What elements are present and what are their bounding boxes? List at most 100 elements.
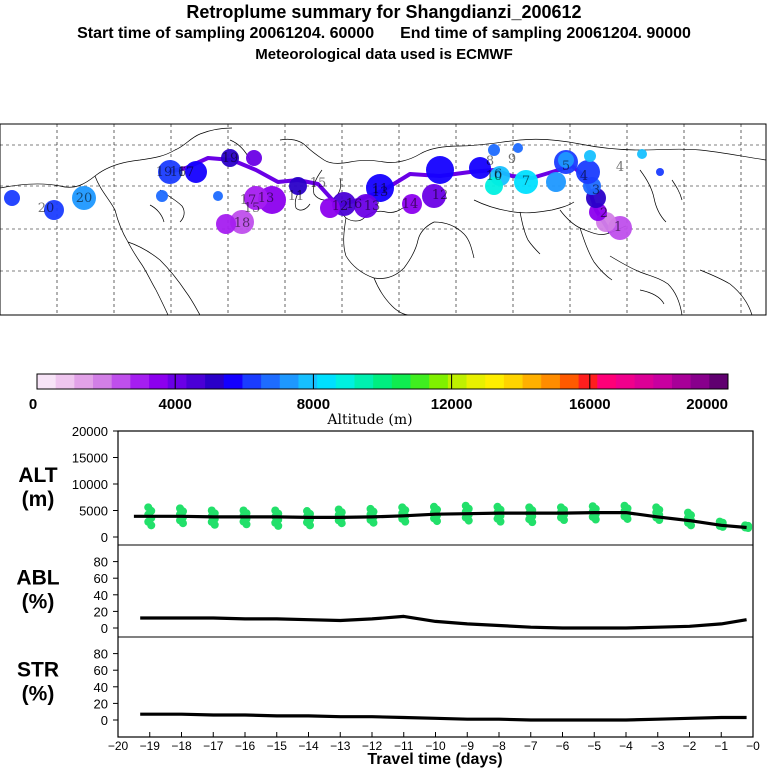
- plume-marker: [584, 150, 596, 162]
- plume-day-label: 13: [372, 185, 389, 200]
- panel-series-lines: [133, 510, 747, 722]
- colorbar-cell: [242, 374, 262, 389]
- colorbar-cell: [130, 374, 150, 389]
- colorbar-cell: [615, 374, 636, 389]
- y-tick-label: 0: [101, 530, 108, 545]
- colorbar-cell: [709, 374, 729, 389]
- alt-point: [687, 521, 695, 530]
- panel-ylabel-unit: (m): [22, 488, 55, 511]
- colorbar-cell: [597, 374, 617, 389]
- x-axis-title: Travel time (days): [367, 751, 502, 768]
- plume-marker: [558, 152, 574, 168]
- abl-series-line: [140, 614, 747, 630]
- colorbar-tick-label: 4000: [159, 396, 192, 413]
- plume-marker: [366, 174, 394, 202]
- x-tick-label: −1: [714, 739, 728, 753]
- plume-day-label: 9: [508, 152, 516, 167]
- plume-day-label: 11: [372, 182, 389, 197]
- alt-point: [591, 515, 600, 524]
- plume-marker: [422, 184, 446, 208]
- alt-point: [560, 516, 568, 525]
- x-tick-label: −7: [524, 739, 538, 753]
- y-tick-label: 10000: [72, 477, 108, 492]
- alt-point: [306, 521, 314, 530]
- colorbar-cell: [410, 374, 430, 389]
- colorbar-cell: [279, 374, 299, 389]
- plume-day-label: 20: [76, 191, 93, 206]
- colorbar-cell: [485, 374, 505, 389]
- plume-marker: [488, 144, 500, 156]
- plume-day-label: 15: [244, 201, 261, 216]
- colorbar-cells: [37, 374, 729, 389]
- alt-series-line: [133, 510, 747, 530]
- plume-day-label: 14: [402, 197, 419, 212]
- plume-marker: [158, 160, 182, 184]
- str-series-line: [140, 712, 747, 722]
- plume-day-label: 6: [494, 167, 502, 182]
- y-tick-label: 80: [94, 647, 108, 662]
- colorbar-tick-label: 12000: [431, 396, 473, 413]
- x-tick-label: −4: [619, 739, 633, 753]
- alt-point: [274, 521, 283, 530]
- x-tick-label: −14: [298, 739, 319, 753]
- plume-day-label: 16: [170, 165, 187, 180]
- plume-marker: [216, 214, 236, 234]
- colorbar-cell: [671, 374, 692, 389]
- colorbar-ticks: [36, 374, 729, 389]
- alt-point: [623, 514, 632, 523]
- x-tick-label: −13: [330, 739, 351, 753]
- colorbar-cell: [690, 374, 710, 389]
- alt-point: [242, 520, 251, 529]
- colorbar-cell: [429, 374, 449, 389]
- plume-day-label: 10: [486, 169, 503, 184]
- y-tick-label: 20000: [72, 424, 108, 439]
- plume-day-label: 7: [522, 174, 530, 189]
- panel-ylabel-name: STR: [17, 659, 59, 682]
- alt-scatter-points: [144, 501, 753, 532]
- y-tick-label: 5000: [79, 504, 108, 519]
- plume-marker: [320, 198, 340, 218]
- x-tick-label: −9: [460, 739, 474, 753]
- altitude-colorbar: 0 4000 8000 12000 16000 20000 Altitude (m): [29, 373, 729, 428]
- colorbar-cell: [373, 374, 393, 389]
- colorbar-cell: [578, 374, 598, 389]
- plume-marker: [469, 157, 491, 179]
- colorbar-axis-label: Altitude (m): [326, 412, 412, 428]
- alt-point: [210, 520, 219, 529]
- colorbar-tick-label: 8000: [297, 396, 330, 413]
- alt-point: [433, 517, 441, 526]
- plume-marker: [246, 150, 262, 166]
- end-time-label: End time of sampling 20061204. 90000: [400, 25, 691, 42]
- plume-marker: [185, 161, 207, 183]
- alt-point: [464, 516, 473, 525]
- x-tick-label: −12: [362, 739, 383, 753]
- colorbar-tick-label: 0: [29, 396, 37, 413]
- plume-marker: [354, 194, 378, 218]
- plume-day-label: 17: [178, 165, 195, 180]
- x-tick-label: −15: [267, 739, 288, 753]
- panel-ylabel-name: ALT: [18, 464, 57, 487]
- colorbar-cell: [167, 374, 187, 389]
- alt-point: [337, 519, 346, 528]
- alt-point: [401, 517, 410, 526]
- plume-day-label: 11: [288, 189, 305, 204]
- start-time-label: Start time of sampling 20061204. 60000: [77, 25, 375, 42]
- plume-day-label: 12: [432, 188, 449, 203]
- met-data-label: Meteorological data used is ECMWF: [255, 46, 513, 63]
- colorbar-cell: [335, 374, 355, 389]
- plume-day-label: 8: [486, 154, 494, 169]
- plume-day-label: 4: [616, 160, 624, 175]
- x-tick-label: −2: [683, 739, 697, 753]
- panel-y-labels: ALT(m)ABL(%)STR(%): [16, 464, 59, 706]
- travel-time-axis: −20 −19 −18 −17 −16 −15 −14 −13 −12 −11 −10 −9 −8 −7 −…: [108, 732, 760, 753]
- colorbar-tick-label: 16000: [569, 396, 611, 413]
- panel-ylabel-name: ABL: [16, 567, 59, 590]
- map-frame: [0, 123, 767, 316]
- plume-marker: [576, 160, 600, 184]
- colorbar-tick-labels: 0 4000 8000 12000 16000 20000: [29, 396, 728, 413]
- chart-title: Retroplume summary for Shangdianzi_20061…: [186, 2, 582, 22]
- panels-frame: [117, 430, 754, 738]
- colorbar-cell: [541, 374, 561, 389]
